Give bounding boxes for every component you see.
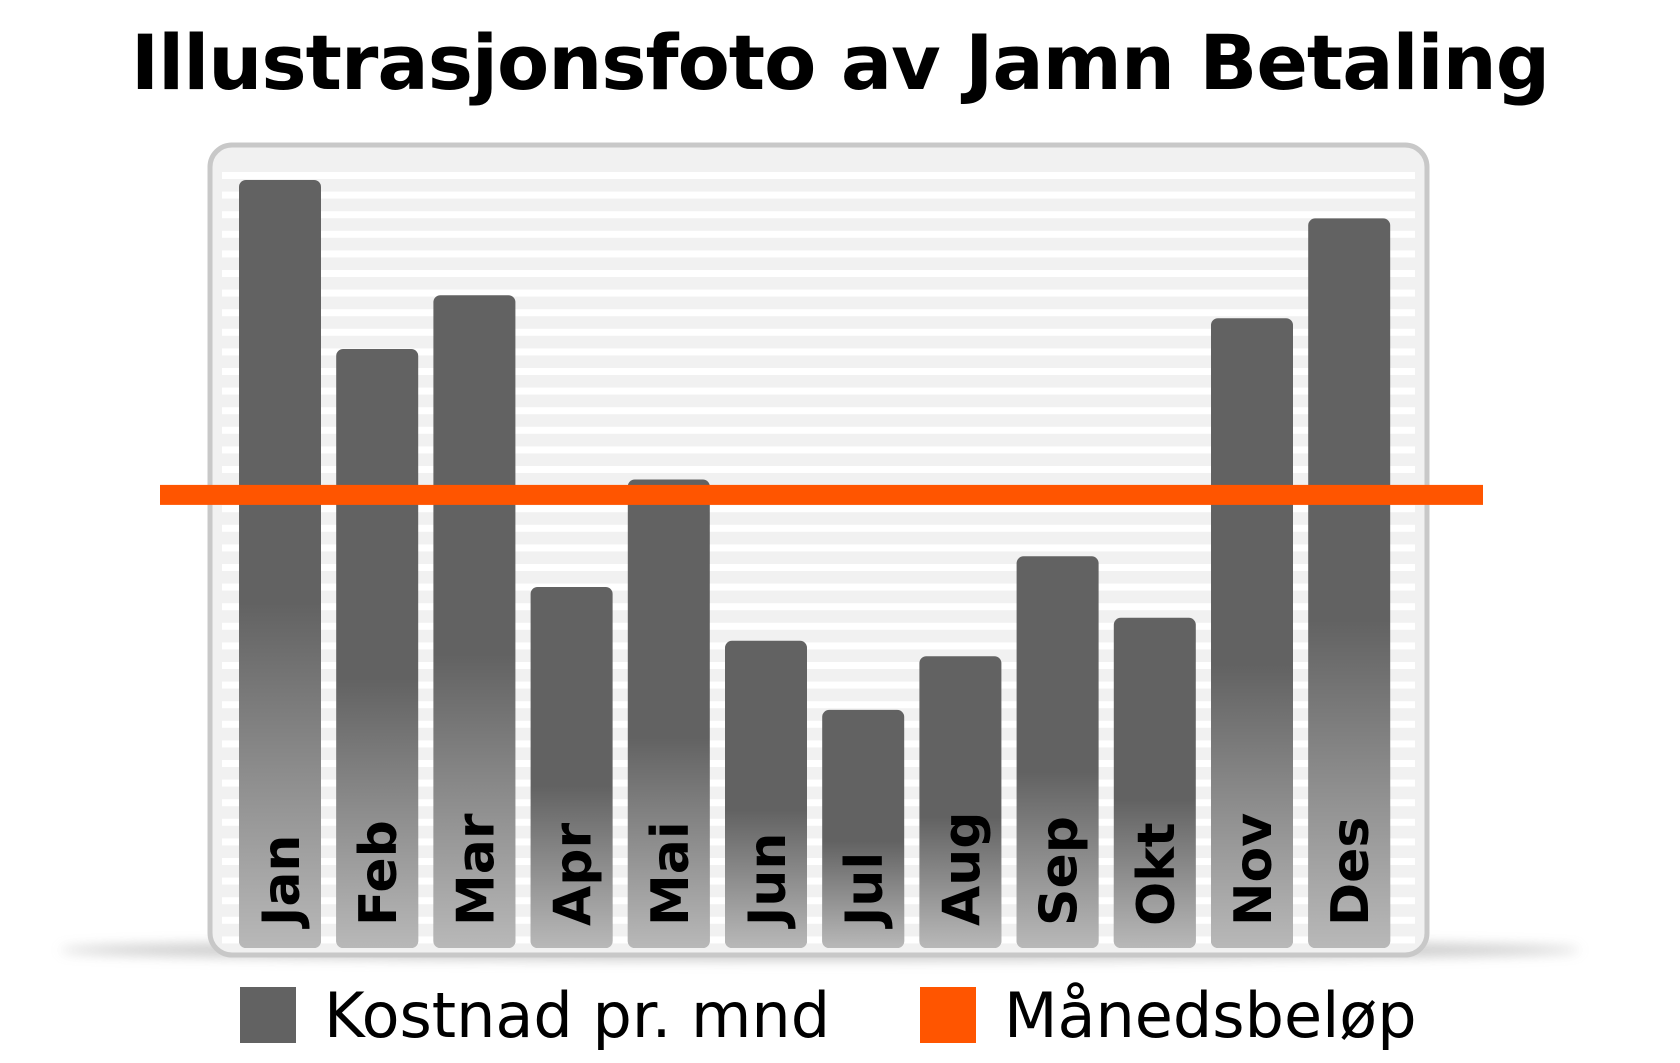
grid-line <box>222 662 1415 669</box>
legend-swatch-line <box>920 987 976 1043</box>
bar-shine-sep <box>1016 556 1099 948</box>
grid-line <box>222 270 1415 277</box>
grid-line <box>222 230 1415 238</box>
grid-line <box>222 936 1415 944</box>
bar-shine-okt <box>1113 617 1196 948</box>
legend-label-line: Månedsbeløp <box>1004 978 1417 1052</box>
month-label-feb: Feb <box>349 820 409 926</box>
month-label-des: Des <box>1321 817 1381 926</box>
month-labels: Jan Feb Mar Apr Mai Jun Jul Aug Sep Okt Nov Des <box>252 812 1381 930</box>
grid-line <box>222 426 1415 434</box>
grid-line <box>222 309 1415 317</box>
grid-lines <box>222 172 1415 944</box>
grid-line <box>222 505 1415 513</box>
grid-line <box>222 524 1415 532</box>
legend-label-bars: Kostnad pr. mnd <box>324 978 831 1052</box>
month-label-sep: Sep <box>1030 816 1090 926</box>
grid-line <box>222 172 1415 179</box>
bars <box>239 180 1391 948</box>
bar-shine-jun <box>725 640 807 948</box>
month-label-jun: Jun <box>738 833 798 929</box>
month-label-okt: Okt <box>1127 822 1187 926</box>
bar-shine-apr <box>530 587 613 948</box>
grid-line <box>222 779 1415 787</box>
grid-line <box>222 642 1415 650</box>
bar-shine-mar <box>433 295 516 948</box>
month-label-jul: Jul <box>835 852 895 929</box>
bar-shine-jan <box>239 180 321 948</box>
grid-line <box>222 720 1415 728</box>
legend-item-bars: Kostnad pr. mnd <box>240 975 830 1055</box>
month-label-mar: Mar <box>446 813 506 926</box>
grid-line <box>222 701 1415 709</box>
grid-line <box>222 191 1415 199</box>
month-label-nov: Nov <box>1224 813 1284 926</box>
grid-line <box>222 544 1415 552</box>
bar-shine-mai <box>627 479 710 948</box>
grid-line <box>222 407 1415 415</box>
bar-shine-jul <box>822 709 905 948</box>
grid-line <box>222 760 1415 767</box>
month-label-mai: Mai <box>641 821 701 926</box>
grid-line <box>222 328 1415 336</box>
grid-line <box>222 740 1415 748</box>
grid-line <box>222 818 1415 826</box>
grid-line <box>222 289 1415 297</box>
chart-title: Illustrasjonsfoto av Jamn Betaling <box>130 18 1550 107</box>
grid-line <box>222 877 1415 885</box>
grid-line <box>222 622 1415 630</box>
month-label-jan: Jan <box>252 835 312 929</box>
grid-line <box>222 897 1415 905</box>
grid-line <box>222 799 1415 807</box>
grid-line <box>222 348 1415 356</box>
grid-line <box>222 446 1415 454</box>
grid-line <box>222 466 1415 473</box>
reference-line <box>160 484 1483 505</box>
grid-line <box>222 858 1415 865</box>
grid-line <box>222 583 1415 591</box>
bar-shine-des <box>1308 218 1391 948</box>
month-label-apr: Apr <box>544 823 604 926</box>
bar-shine-aug <box>919 656 1002 948</box>
month-label-aug: Aug <box>932 812 992 927</box>
grid-line <box>222 368 1415 375</box>
legend-swatch-bars <box>240 987 296 1043</box>
bar-shine-nov <box>1211 318 1293 948</box>
grid-line <box>222 681 1415 689</box>
grid-line <box>222 250 1415 258</box>
legend-item-line: Månedsbeløp <box>920 975 1417 1055</box>
grid-line <box>222 916 1415 924</box>
grid-line <box>222 211 1415 219</box>
grid-line <box>222 838 1415 846</box>
grid-line <box>222 564 1415 571</box>
grid-line <box>222 387 1415 395</box>
grid-line <box>222 603 1415 611</box>
